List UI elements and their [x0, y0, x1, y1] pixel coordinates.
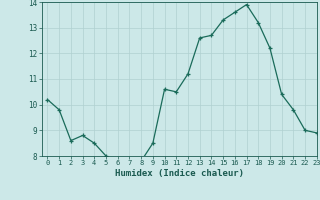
- X-axis label: Humidex (Indice chaleur): Humidex (Indice chaleur): [115, 169, 244, 178]
